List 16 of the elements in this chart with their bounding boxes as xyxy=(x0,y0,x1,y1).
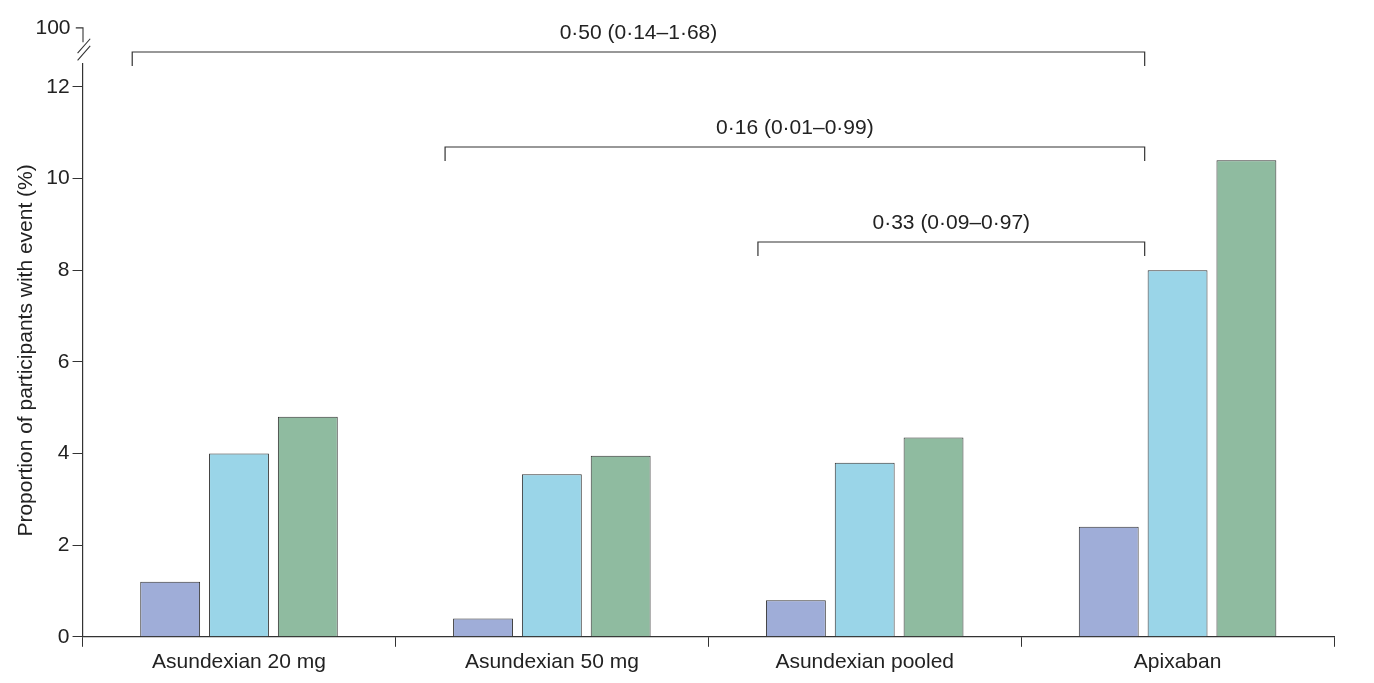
y-tick-label: 10 xyxy=(46,165,70,189)
text: 0·50 (0·14–1·68) xyxy=(559,20,718,44)
y-tick-label: 12 xyxy=(46,73,70,97)
y-tick-label: 0 xyxy=(57,623,70,647)
y-axis-title: Proportion of participants with event (%) xyxy=(13,164,37,537)
text: 100 xyxy=(35,14,71,38)
x-tick-label: Asundexian pooled xyxy=(775,649,955,673)
y-tick-label: 8 xyxy=(57,257,70,280)
x-tick-label: Apixaban xyxy=(1133,649,1222,673)
y-tick-label: 2 xyxy=(57,531,70,555)
y-tick-label: 6 xyxy=(57,348,70,372)
annotation: 0·16 (0·01–0·99) xyxy=(716,115,874,139)
x-tick-label: Asundexian 50 mg xyxy=(464,649,639,673)
annotation: 0·33 (0·09–0·97) xyxy=(872,210,1031,234)
y-tick-label: 4 xyxy=(57,440,70,464)
x-tick-label: Asundexian 20 mg xyxy=(152,649,326,673)
